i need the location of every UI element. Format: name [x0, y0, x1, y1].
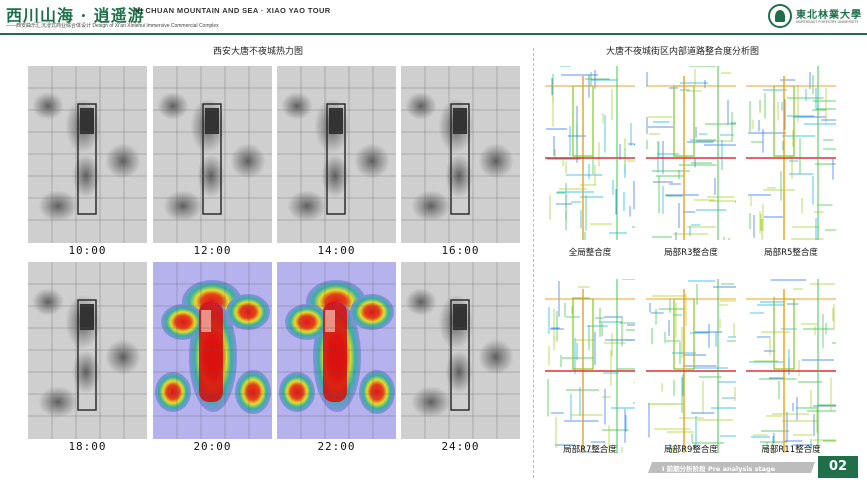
integration-map-tile: [545, 66, 635, 240]
header: 西川山海 · 逍遥游 XI CHUAN MOUNTAIN AND SEA · X…: [0, 0, 867, 34]
page-number: 02: [818, 456, 858, 478]
stage-label: I 前期分析阶段 Pre analysis stage: [662, 465, 776, 473]
integration-type-label: 局部R11整合度: [761, 445, 821, 455]
integration-type-label: 局部R9整合度: [664, 445, 718, 455]
integration-section-title: 大唐不夜城街区内部道路整合度分析图: [606, 47, 760, 57]
heatmap-tile: [401, 66, 520, 243]
university-emblem-icon: [768, 4, 792, 28]
heatmap-tile: [153, 66, 272, 243]
integration-type-label: 全局整合度: [568, 248, 612, 258]
integration-type-label: 局部R3整合度: [664, 248, 718, 258]
integration-map-tile: [646, 66, 736, 240]
heatmap-time-label: 22:00: [317, 440, 356, 453]
heatmap-time-label: 20:00: [193, 440, 232, 453]
brand-title-cn: 西川山海 · 逍遥游: [6, 6, 145, 25]
heatmap-tile: [277, 66, 396, 243]
university-name-cn: 東北林業大學: [796, 10, 862, 21]
integration-map-tile: [746, 279, 836, 453]
heatmap-tile: [28, 66, 147, 243]
brand-title-en: XI CHUAN MOUNTAIN AND SEA · XIAO YAO TOU…: [135, 6, 331, 15]
heatmap-tile: [277, 262, 396, 439]
integration-map-tile: [646, 279, 736, 453]
heatmap-tile: [28, 262, 147, 439]
heatmap-time-label: 24:00: [441, 440, 480, 453]
heatmap-time-label: 10:00: [68, 244, 107, 257]
integration-type-label: 局部R7整合度: [563, 445, 617, 455]
heatmap-section-title: 西安大唐不夜城热力图: [213, 47, 304, 57]
heatmap-time-label: 16:00: [441, 244, 480, 257]
integration-type-label: 局部R5整合度: [764, 248, 818, 258]
heatmap-tile: [401, 262, 520, 439]
section-divider: [533, 48, 534, 478]
university-name-en: NORTHEAST FORESTRY UNIVERSITY: [796, 20, 859, 24]
university-logo: 東北林業大學 NORTHEAST FORESTRY UNIVERSITY: [768, 3, 862, 31]
brand-subtitle: ——西安曲乐汇沉浸式商业综合体设计 Design of Xi'an Xinleh…: [6, 23, 219, 29]
heatmap-time-label: 12:00: [193, 244, 232, 257]
integration-map-tile: [545, 279, 635, 453]
heatmap-tile: [153, 262, 272, 439]
header-rule: [0, 33, 867, 35]
heatmap-time-label: 18:00: [68, 440, 107, 453]
heatmap-time-label: 14:00: [317, 244, 356, 257]
integration-map-tile: [746, 66, 836, 240]
